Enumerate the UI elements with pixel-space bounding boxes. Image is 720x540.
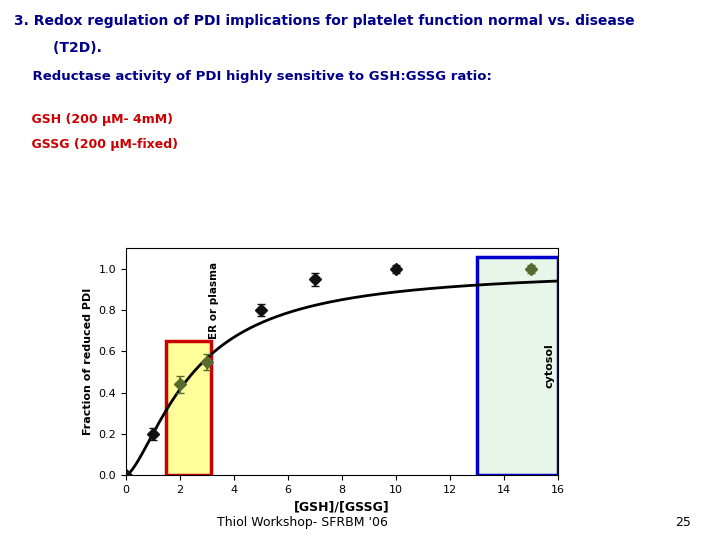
Text: 25: 25 [675, 516, 691, 529]
Text: (T2D).: (T2D). [14, 40, 102, 55]
Bar [477, 256, 558, 475]
Text: GSSG (200 μM-fixed): GSSG (200 μM-fixed) [14, 138, 179, 151]
Y-axis label: Fraction of reduced PDI: Fraction of reduced PDI [83, 288, 93, 435]
Text: cytosol: cytosol [545, 343, 555, 388]
Bar [166, 341, 211, 475]
Text: ER or plasma: ER or plasma [209, 262, 219, 339]
Text: Reductase activity of PDI highly sensitive to GSH:GSSG ratio:: Reductase activity of PDI highly sensiti… [14, 70, 492, 83]
Text: Thiol Workshop- SFRBM '06: Thiol Workshop- SFRBM '06 [217, 516, 388, 529]
Text: GSH (200 μM- 4mM): GSH (200 μM- 4mM) [14, 113, 174, 126]
X-axis label: [GSH]/[GSSG]: [GSH]/[GSSG] [294, 501, 390, 514]
Text: 3. Redox regulation of PDI implications for platelet function normal vs. disease: 3. Redox regulation of PDI implications … [14, 14, 635, 28]
